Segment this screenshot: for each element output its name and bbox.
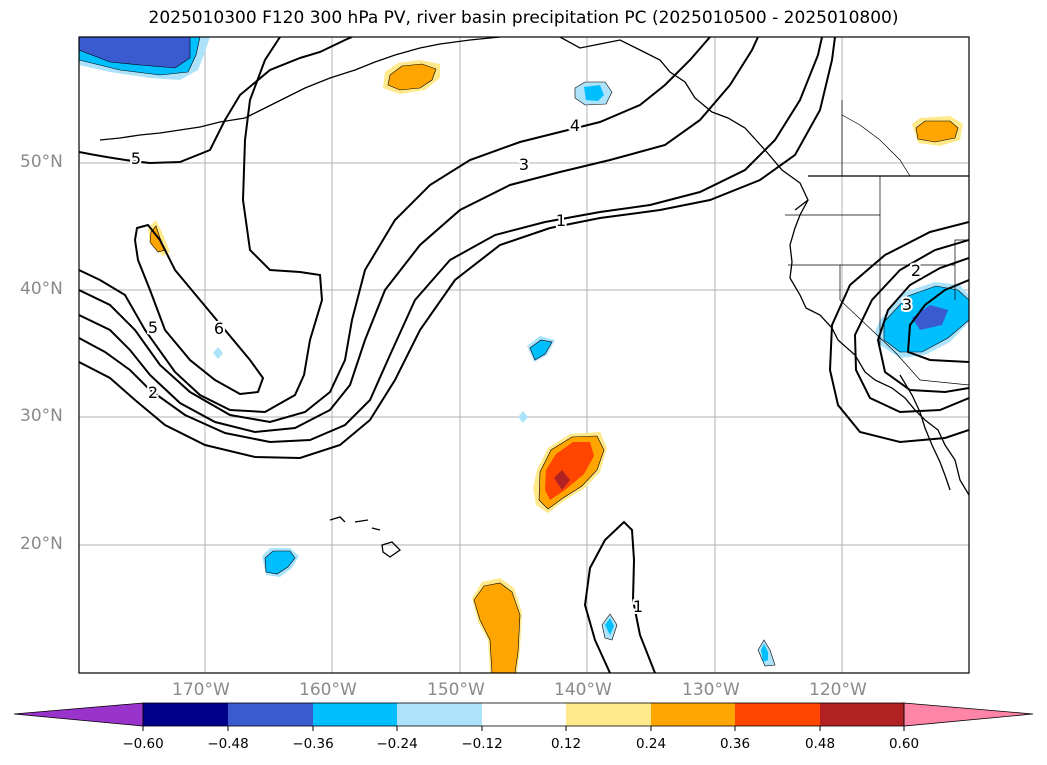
colorbar-segment: [482, 703, 566, 726]
colorbar-segment: [143, 703, 228, 726]
colorbar-tick-label: 0.24: [635, 736, 667, 752]
colorbar-segment: [820, 703, 904, 726]
map-area: [79, 37, 969, 673]
pv-contour-line: [79, 37, 759, 434]
lat-label: 40°N: [20, 279, 63, 299]
pv-contour-line: [79, 37, 836, 460]
lon-label: 120°W: [809, 680, 867, 700]
colorbar-segment: [651, 703, 735, 726]
contour-label: 4: [570, 116, 580, 135]
lon-label: 170°W: [172, 680, 230, 700]
pv-contour-line: [583, 520, 656, 673]
colorbar-segment: [397, 703, 482, 726]
colorbar-tick-label: −0.48: [207, 736, 249, 752]
colorbar-segment: [228, 703, 313, 726]
contour-label: 5: [131, 149, 141, 168]
colorbar-tick-label: 0.36: [719, 736, 751, 752]
contour-labels: 5 4 3 1 5 6 2 1 2 3: [129, 114, 923, 618]
colorbar-tick-label: 0.60: [888, 736, 920, 752]
pv-contour-line: [876, 257, 969, 394]
state-borders: [785, 100, 969, 386]
pv-contour-line: [79, 37, 353, 165]
contour-label: 6: [214, 319, 224, 338]
pv-contour-line: [79, 37, 711, 424]
colorbar-tick-label: −0.24: [376, 736, 418, 752]
colorbar-segment: [313, 703, 397, 726]
colorbar-segment: [735, 703, 820, 726]
lon-label: 160°W: [299, 680, 357, 700]
pv-contour-line: [79, 37, 823, 444]
pv-contours: [79, 37, 969, 673]
contour-label: 3: [902, 295, 912, 314]
precip-shading: [79, 37, 969, 673]
pv-contour-line: [853, 239, 969, 414]
contour-label: 2: [911, 261, 921, 280]
lat-label: 30°N: [20, 406, 63, 426]
contour-label: 1: [556, 211, 566, 230]
lon-label: 150°W: [427, 680, 485, 700]
coastlines: [99, 37, 969, 558]
lon-label: 130°W: [682, 680, 740, 700]
colorbar-outline: [142, 702, 905, 727]
contour-label: 1: [633, 597, 643, 616]
plot-title: 2025010300 F120 300 hPa PV, river basin …: [148, 8, 899, 28]
map-frame: [78, 36, 970, 674]
colorbar-left-extend: [13, 702, 144, 727]
contour-label: 3: [519, 155, 529, 174]
colorbar-tick-label: 0.12: [550, 736, 582, 752]
contour-label: 5: [148, 318, 158, 337]
pv-contour-line: [133, 223, 265, 396]
colorbar-segment: [566, 703, 651, 726]
pv-contour-line: [906, 279, 969, 363]
lon-label: 140°W: [554, 680, 612, 700]
pv-contour-line: [828, 221, 969, 444]
colorbar-right-extend: [903, 702, 1034, 727]
gridlines: [79, 37, 969, 673]
colorbar-tick-label: −0.36: [292, 736, 334, 752]
lat-label: 20°N: [20, 534, 63, 554]
contour-label: 2: [148, 383, 158, 402]
colorbar-tick-label: 0.48: [804, 736, 836, 752]
colorbar-tick-label: −0.12: [461, 736, 503, 752]
colorbar-tick-label: −0.60: [122, 736, 164, 752]
pv-contour-line: [79, 37, 324, 414]
lat-label: 50°N: [20, 152, 63, 172]
colorbar: [13, 702, 1034, 731]
